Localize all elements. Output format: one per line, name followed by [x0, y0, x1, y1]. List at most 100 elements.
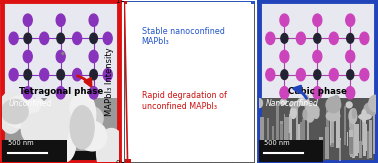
Ellipse shape [289, 101, 301, 108]
Ellipse shape [1, 99, 29, 124]
Bar [330, 119, 333, 147]
Ellipse shape [2, 95, 43, 129]
Bar [359, 141, 362, 158]
Ellipse shape [256, 98, 263, 108]
Bar [355, 124, 358, 156]
Bar [2, 98, 119, 162]
Circle shape [40, 68, 49, 81]
Circle shape [73, 32, 82, 44]
Bar [373, 110, 375, 154]
Ellipse shape [21, 107, 53, 148]
Bar [350, 124, 354, 157]
Text: 500 nm: 500 nm [264, 140, 290, 146]
Circle shape [57, 69, 64, 80]
Ellipse shape [76, 105, 104, 132]
Circle shape [9, 32, 18, 44]
Bar [276, 101, 279, 144]
Text: Unconfined: Unconfined [9, 99, 53, 108]
Circle shape [73, 68, 82, 81]
Ellipse shape [30, 124, 46, 156]
Bar [319, 137, 323, 156]
Bar [296, 131, 298, 152]
Bar [352, 118, 355, 157]
Ellipse shape [290, 107, 297, 119]
Ellipse shape [42, 102, 79, 134]
Ellipse shape [363, 102, 378, 117]
Bar [298, 124, 302, 161]
Ellipse shape [68, 90, 96, 140]
Ellipse shape [0, 91, 24, 134]
Circle shape [23, 14, 32, 26]
Circle shape [90, 69, 98, 80]
Bar [284, 114, 285, 144]
Bar [330, 110, 333, 145]
Circle shape [103, 32, 112, 44]
Bar [325, 127, 329, 159]
Bar [267, 118, 269, 153]
Ellipse shape [67, 119, 106, 145]
Circle shape [346, 87, 355, 99]
Circle shape [360, 68, 369, 81]
Circle shape [9, 68, 18, 81]
Bar [280, 124, 283, 147]
Bar [339, 138, 341, 156]
Bar [347, 132, 348, 146]
Circle shape [23, 50, 32, 63]
Ellipse shape [33, 108, 69, 153]
Ellipse shape [62, 89, 86, 118]
Bar [363, 120, 366, 156]
Circle shape [281, 33, 288, 43]
Circle shape [89, 87, 98, 99]
Ellipse shape [38, 96, 71, 142]
Ellipse shape [345, 101, 353, 109]
Ellipse shape [280, 99, 287, 105]
Circle shape [89, 50, 98, 63]
Circle shape [90, 33, 98, 44]
Circle shape [280, 50, 289, 63]
Bar [349, 127, 351, 155]
Text: Tetragonal phase: Tetragonal phase [19, 87, 103, 96]
Y-axis label: MAPbI₃ Intensity: MAPbI₃ Intensity [105, 47, 114, 116]
Bar [344, 106, 346, 145]
Bar [280, 121, 283, 157]
Bar [349, 137, 353, 154]
Ellipse shape [302, 109, 307, 120]
Ellipse shape [70, 105, 95, 150]
Bar [332, 118, 334, 143]
Bar [260, 117, 264, 144]
Ellipse shape [55, 113, 77, 162]
Bar [259, 140, 323, 162]
Circle shape [346, 14, 355, 26]
Ellipse shape [96, 128, 127, 163]
Circle shape [347, 33, 354, 43]
Bar [356, 138, 358, 153]
Text: Cubic phase: Cubic phase [288, 87, 347, 96]
Bar [326, 103, 330, 145]
Circle shape [266, 68, 275, 81]
Bar [288, 133, 290, 162]
Bar [360, 114, 361, 156]
Ellipse shape [304, 95, 310, 112]
Bar [2, 140, 67, 162]
Circle shape [103, 68, 112, 81]
Circle shape [56, 14, 65, 26]
Bar [285, 117, 289, 157]
Text: Nanoconfined: Nanoconfined [266, 99, 318, 108]
Circle shape [56, 87, 65, 99]
Bar [281, 127, 283, 161]
Bar [301, 122, 302, 159]
Circle shape [313, 87, 322, 99]
Circle shape [296, 68, 305, 81]
Bar [369, 120, 372, 158]
Circle shape [281, 70, 288, 80]
Bar [349, 116, 353, 151]
Bar [259, 98, 376, 162]
Text: 500 nm: 500 nm [8, 140, 33, 146]
Circle shape [314, 70, 321, 80]
Ellipse shape [332, 95, 341, 110]
Text: ✦: ✦ [60, 51, 66, 57]
Ellipse shape [42, 133, 59, 163]
Circle shape [40, 32, 49, 44]
Ellipse shape [64, 103, 98, 134]
Bar [296, 103, 299, 148]
